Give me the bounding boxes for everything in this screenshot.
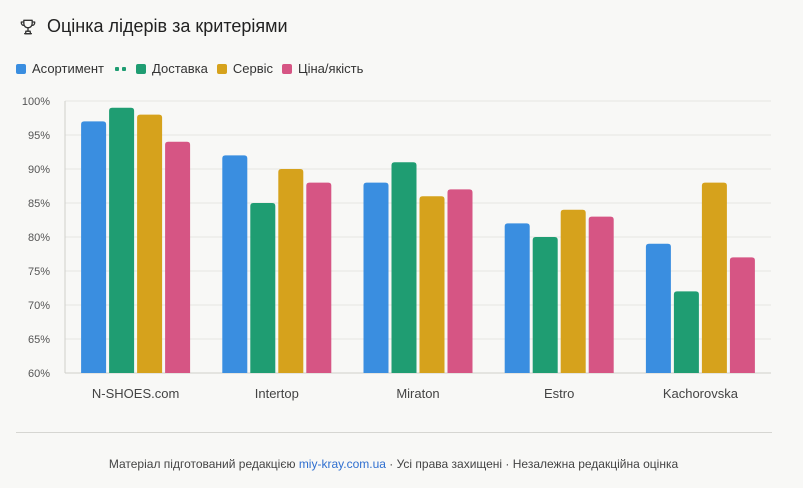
legend-label: Сервіс	[232, 61, 273, 76]
legend-item-2[interactable]: Доставка	[136, 61, 208, 76]
bar-3-2	[278, 169, 304, 373]
legend-label: Ціна/якість	[298, 61, 364, 76]
bar-3-4	[560, 209, 586, 373]
x-tick-label: Miraton	[396, 386, 439, 401]
y-tick-label: 75%	[28, 266, 50, 278]
footer: Матеріал підготований редакцією miy-kray…	[0, 457, 787, 471]
chart-legend: Асортимент Доставка Сервіс Ціна/якість	[16, 61, 372, 76]
bar-1-2	[222, 155, 248, 373]
legend-label: Асортимент	[32, 61, 105, 76]
y-tick-label: 95%	[28, 130, 50, 142]
bar-4-5	[729, 257, 755, 373]
bar-1-4	[504, 223, 530, 373]
bar-chart: 60% 65% 70% 75% 80% 85% 90% 95% 100% N-SHOES.com I…	[22, 96, 771, 401]
bar-1-3	[363, 182, 389, 373]
trophy-icon	[20, 19, 36, 34]
legend-swatch	[136, 63, 147, 74]
legend-label: Доставка	[152, 61, 208, 76]
chart-title: Оцінка лідерів за критеріями	[47, 16, 288, 36]
y-tick-label: 80%	[28, 232, 50, 244]
chart-header: Оцінка лідерів за критеріями	[18, 16, 288, 37]
legend-swatch	[16, 63, 26, 74]
bar-4-2	[306, 182, 332, 373]
y-tick-label: 65%	[28, 334, 50, 346]
legend-swatch	[282, 63, 292, 74]
bar-4-4	[588, 216, 614, 373]
legend-swatch	[216, 63, 227, 74]
bar-3-1	[137, 114, 163, 373]
bar-2-1	[109, 107, 135, 374]
y-tick-label: 90%	[28, 164, 50, 176]
x-tick-label: Intertop	[255, 386, 299, 401]
x-tick-label: Kachorovska	[663, 386, 739, 401]
bar-3-3	[419, 196, 445, 373]
bar-1-1	[81, 121, 107, 374]
legend-item-4[interactable]: Ціна/якість	[282, 61, 363, 76]
legend-dashed-marker	[115, 66, 127, 71]
bar-1-5	[645, 243, 671, 373]
y-tick-label: 70%	[28, 300, 50, 312]
bar-3-5	[701, 182, 727, 373]
footer-divider	[16, 432, 772, 433]
footer-prefix: Матеріал підготований редакцією	[108, 457, 296, 471]
legend-item-3[interactable]: Сервіс	[216, 61, 273, 76]
footer-suffix: · Усі права захищені · Незалежна редакці…	[385, 457, 679, 471]
legend-item-1[interactable]: Асортимент	[16, 61, 104, 76]
y-tick-label: 60%	[28, 368, 50, 380]
y-tick-label: 85%	[28, 198, 50, 210]
bar-4-3	[447, 189, 473, 373]
y-tick-label: 100%	[22, 96, 50, 108]
x-tick-label: N-SHOES.com	[92, 386, 179, 401]
bar-2-5	[673, 291, 699, 373]
x-tick-label: Estro	[544, 386, 574, 401]
bar-2-4	[532, 237, 558, 373]
footer-site-link[interactable]: miy-kray.com.ua	[298, 457, 386, 471]
bar-2-2	[250, 203, 276, 373]
bar-4-1	[165, 141, 191, 373]
bar-2-3	[391, 162, 417, 373]
